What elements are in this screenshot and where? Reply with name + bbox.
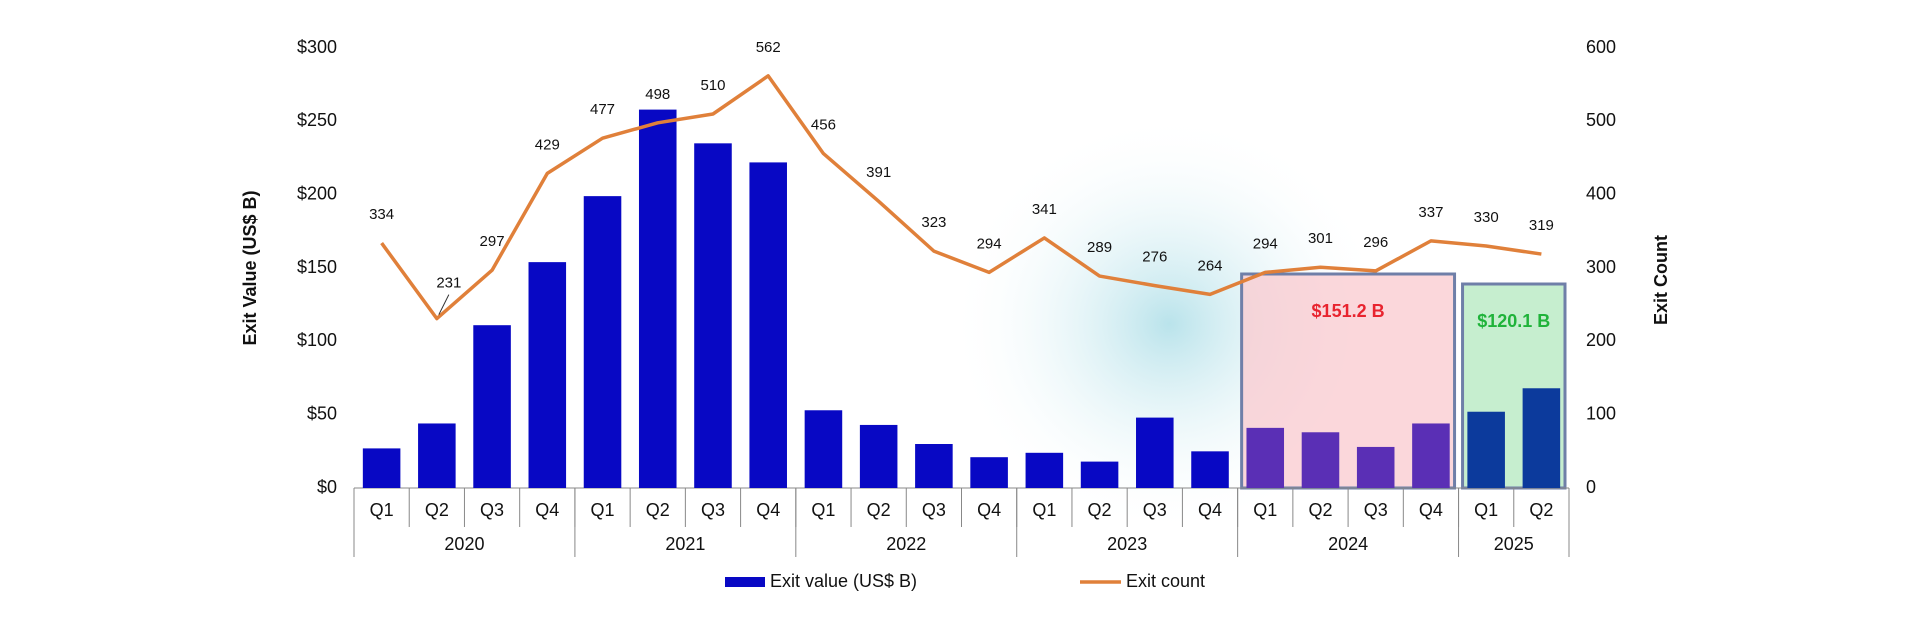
bar [1191, 451, 1229, 488]
data-label: 498 [645, 86, 670, 103]
y-tick-label: $50 [307, 403, 337, 423]
bar [528, 262, 567, 488]
y2-tick-label: 500 [1586, 110, 1616, 130]
bar [1522, 388, 1561, 488]
legend-swatch [725, 577, 765, 587]
data-label: 429 [535, 136, 560, 153]
legend-label: Exit value (US$ B) [770, 571, 917, 591]
x-tick-label: Q4 [756, 500, 780, 520]
count-line [380, 74, 1542, 321]
y2-tick-label: 300 [1586, 257, 1616, 277]
x-tick-label: Q1 [1253, 500, 1277, 520]
bar [418, 423, 456, 488]
bar [1356, 446, 1395, 488]
data-label: 330 [1474, 209, 1499, 226]
data-label: 276 [1142, 249, 1167, 266]
x-tick-label: Q2 [1529, 500, 1553, 520]
x-tick-label: Q2 [867, 500, 891, 520]
year-label: 2024 [1328, 534, 1368, 554]
data-label: 297 [480, 233, 505, 250]
leader-line [438, 294, 450, 315]
x-tick-label: Q2 [1088, 500, 1112, 520]
bar [1301, 432, 1340, 488]
data-label: 334 [369, 206, 394, 223]
x-tick-label: Q2 [425, 500, 449, 520]
bar [638, 109, 677, 488]
y2-tick-label: 100 [1586, 403, 1616, 423]
data-label: 289 [1087, 239, 1112, 256]
year-label: 2022 [886, 534, 926, 554]
data-label: 477 [590, 101, 615, 118]
y2-axis-label: Exit Count [1651, 235, 1671, 325]
year-label: 2023 [1107, 534, 1147, 554]
bar [583, 196, 622, 488]
x-tick-label: Q4 [1198, 500, 1222, 520]
y-tick-label: $0 [317, 477, 337, 497]
data-label: 294 [977, 235, 1002, 252]
x-tick-label: Q4 [1419, 500, 1443, 520]
data-label: 294 [1253, 235, 1278, 252]
x-tick-label: Q1 [1474, 500, 1498, 520]
x-tick-label: Q1 [811, 500, 835, 520]
data-label: 391 [866, 164, 891, 181]
y-axis-label: Exit Value (US$ B) [240, 190, 260, 345]
bar [694, 143, 732, 489]
data-label: 231 [436, 275, 461, 292]
data-label: 296 [1363, 234, 1388, 251]
y-tick-label: $200 [297, 183, 337, 203]
x-tick-label: Q1 [591, 500, 615, 520]
legend-label: Exit count [1126, 571, 1205, 591]
bar [1412, 423, 1450, 488]
x-tick-label: Q1 [370, 500, 394, 520]
x-tick-label: Q2 [646, 500, 670, 520]
x-tick-label: Q3 [922, 500, 946, 520]
bar [1467, 411, 1505, 488]
data-label: 510 [700, 77, 725, 94]
year-label: 2021 [665, 534, 705, 554]
y-tick-label: $300 [297, 37, 337, 57]
year-label: 2020 [444, 534, 484, 554]
bar [1246, 427, 1285, 488]
x-tick-label: Q1 [1032, 500, 1056, 520]
highlight-label: $120.1 B [1477, 311, 1550, 331]
x-tick-label: Q3 [1364, 500, 1388, 520]
data-label: 264 [1198, 257, 1223, 274]
x-tick-label: Q4 [535, 500, 559, 520]
y-tick-label: $150 [297, 257, 337, 277]
y-tick-label: $250 [297, 110, 337, 130]
y2-tick-label: 0 [1586, 477, 1596, 497]
highlight-label: $151.2 B [1312, 301, 1385, 321]
x-tick-label: Q3 [701, 500, 725, 520]
data-label: 562 [756, 39, 781, 56]
data-label: 301 [1308, 230, 1333, 247]
bar [970, 457, 1008, 488]
y2-tick-label: 200 [1586, 330, 1616, 350]
data-label: 319 [1529, 217, 1554, 234]
bar [804, 410, 843, 488]
year-label: 2025 [1494, 534, 1534, 554]
bar [473, 325, 511, 488]
y-tick-label: $100 [297, 330, 337, 350]
bar [749, 162, 787, 488]
y2-tick-label: 600 [1586, 37, 1616, 57]
x-tick-label: Q3 [480, 500, 504, 520]
data-label: 341 [1032, 201, 1057, 218]
bar [1025, 452, 1064, 488]
y2-tick-label: 400 [1586, 183, 1616, 203]
bar [1080, 461, 1119, 488]
data-label: 456 [811, 117, 836, 134]
x-tick-label: Q2 [1308, 500, 1332, 520]
x-tick-label: Q4 [977, 500, 1001, 520]
data-label: 337 [1418, 204, 1443, 221]
bar [915, 444, 953, 488]
bar [1136, 417, 1174, 488]
data-label: 323 [921, 214, 946, 231]
bar [362, 448, 401, 488]
x-tick-label: Q3 [1143, 500, 1167, 520]
bar [859, 424, 898, 488]
